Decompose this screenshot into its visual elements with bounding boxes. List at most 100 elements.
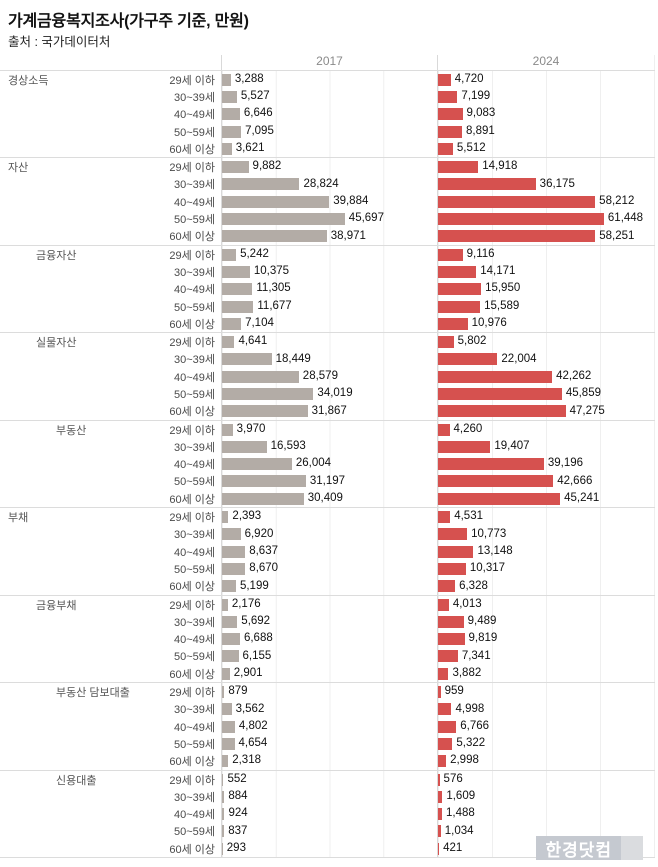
- age-label: 29세 이하: [169, 249, 215, 262]
- value-label: 293: [226, 841, 246, 854]
- panel-2017: 4,654: [221, 735, 437, 753]
- value-label: 5,802: [457, 335, 487, 348]
- bar-row: 50~59세 837 1,034: [0, 822, 655, 841]
- bar-2017: [222, 755, 229, 768]
- category-label: [0, 631, 150, 648]
- value-label: 18,449: [275, 352, 311, 365]
- category-label: 금융부채: [36, 599, 77, 612]
- bar-2017: [222, 545, 246, 558]
- bar-2024: [438, 720, 457, 733]
- panel-2017: 6,646: [221, 105, 437, 123]
- panel-2024: 7,341: [437, 647, 655, 666]
- value-label: 924: [228, 807, 248, 820]
- bar-row: 60세 이상 38,971 58,251: [0, 227, 655, 245]
- category-label: [0, 753, 150, 770]
- age-label: 60세 이상: [169, 843, 215, 856]
- bar-row: 60세 이상 2,901 3,882: [0, 665, 655, 683]
- bar-row: 신용대출 29세 이하 552 576: [0, 770, 655, 789]
- column-header-2024: 2024: [437, 55, 655, 70]
- bar-2017: [222, 650, 239, 663]
- value-label: 26,004: [295, 457, 332, 470]
- value-label: 16,593: [270, 440, 306, 453]
- bar-row: 경상소득 29세 이하 3,288 4,720: [0, 71, 655, 89]
- bar-2017: [222, 161, 249, 174]
- value-label: 6,155: [242, 649, 272, 662]
- panel-2017: 6,920: [221, 525, 437, 544]
- value-label: 45,241: [564, 492, 600, 505]
- panel-2024: 14,171: [437, 263, 655, 281]
- panel-2024: 8,891: [437, 122, 655, 141]
- panel-2017: 4,641: [221, 333, 437, 351]
- bar-2024: [438, 633, 465, 646]
- chart-section-5: 부채 29세 이하 2,393 4,531 30~39세 6,920 10,773 40~49…: [0, 507, 655, 595]
- bar-2017: [222, 90, 237, 103]
- panel-2017: 5,199: [221, 577, 437, 595]
- bar-2024: [438, 178, 536, 191]
- bar-2024: [438, 458, 544, 471]
- bar-2024: [438, 562, 466, 575]
- value-label: 14,171: [480, 265, 516, 278]
- bar-row: 40~49세 8,637 13,148: [0, 543, 655, 561]
- age-label: 50~59세: [173, 651, 215, 664]
- panel-2024: 14,918: [437, 158, 655, 176]
- value-label: 2,998: [450, 754, 479, 767]
- bar-2017: [222, 265, 250, 278]
- panel-2017: 6,155: [221, 647, 437, 666]
- age-label: 60세 이상: [169, 756, 215, 769]
- bar-2024: [438, 440, 491, 453]
- panel-2017: 8,670: [221, 560, 437, 578]
- bar-row: 30~39세 884 1,609: [0, 788, 655, 806]
- panel-2024: 6,766: [437, 717, 655, 736]
- bar-2024: [438, 545, 474, 558]
- panel-2017: 45,697: [221, 210, 437, 228]
- value-label: 5,242: [240, 247, 269, 260]
- value-label: 5,199: [239, 579, 269, 592]
- panel-2024: 9,819: [437, 630, 655, 648]
- value-label: 8,670: [249, 562, 279, 575]
- bar-2017: [222, 686, 225, 699]
- bar-2024: [438, 265, 477, 278]
- bar-2024: [438, 737, 453, 750]
- bar-2024: [438, 213, 604, 226]
- bar-2024: [438, 598, 449, 611]
- category-label: 실물자산: [36, 337, 77, 350]
- value-label: 9,882: [252, 160, 282, 173]
- bar-2024: [438, 248, 463, 261]
- bar-2024: [438, 650, 458, 663]
- panel-2024: 10,317: [437, 560, 655, 578]
- category-label: [0, 526, 150, 543]
- value-label: 15,950: [485, 282, 521, 295]
- value-label: 7,095: [245, 124, 274, 137]
- category-label: [0, 490, 150, 507]
- chart-section-8: 신용대출 29세 이하 552 576 30~39세 884 1,609 40~49세 924 1…: [0, 769, 655, 858]
- value-label: 4,260: [453, 422, 483, 435]
- category-label: [0, 315, 150, 332]
- panel-2024: 4,720: [437, 71, 655, 89]
- bar-2024: [438, 423, 450, 436]
- bar-row: 실물자산 29세 이하 4,641 5,802: [0, 333, 655, 351]
- value-label: 3,882: [452, 666, 482, 679]
- panel-2017: 3,970: [221, 420, 437, 439]
- bar-2017: [222, 108, 240, 121]
- bar-2017: [222, 703, 232, 716]
- bar-2024: [438, 336, 454, 349]
- bar-2024: [438, 580, 456, 593]
- value-label: 22,004: [501, 352, 537, 365]
- panel-2017: 3,562: [221, 700, 437, 718]
- bar-row: 60세 이상 3,621 5,512: [0, 140, 655, 158]
- bar-row: 30~39세 6,920 10,773: [0, 525, 655, 544]
- bar-row: 30~39세 18,449 22,004: [0, 350, 655, 369]
- bar-row: 금융부채 29세 이하 2,176 4,013: [0, 595, 655, 614]
- value-label: 31,867: [311, 404, 347, 417]
- panel-2017: 34,019: [221, 385, 437, 403]
- panel-2017: 5,242: [221, 245, 437, 264]
- value-label: 7,104: [245, 317, 274, 330]
- bar-row: 60세 이상 31,867 47,275: [0, 402, 655, 420]
- bar-2017: [222, 248, 237, 261]
- bar-2017: [222, 528, 241, 541]
- category-label: [0, 788, 150, 805]
- age-label: 30~39세: [173, 616, 215, 629]
- category-label: 경상소득: [8, 74, 49, 87]
- value-label: 11,305: [256, 282, 291, 295]
- bar-2017: [222, 230, 327, 243]
